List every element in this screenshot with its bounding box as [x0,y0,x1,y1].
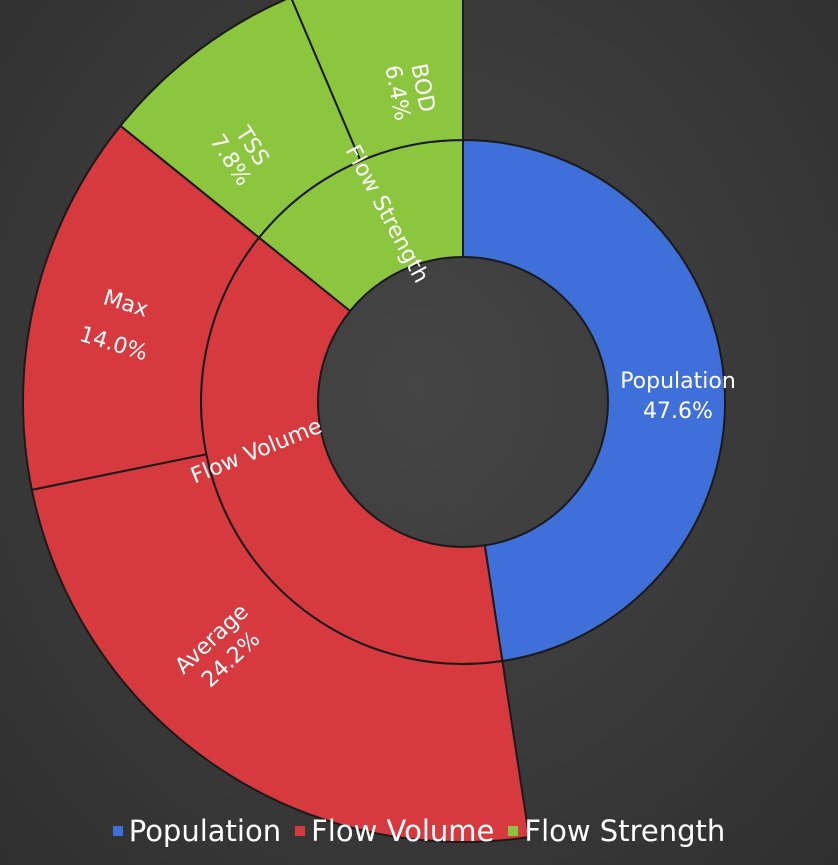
legend-item-population[interactable]: Population [112,814,282,848]
legend-item-flow-volume[interactable]: Flow Volume [295,814,494,848]
legend-label-flow-volume: Flow Volume [311,814,495,848]
inner-segment-population[interactable] [462,138,727,663]
outer-segment-tss[interactable] [119,0,362,239]
legend-item-flow-strength[interactable]: Flow Strength [508,814,725,848]
outer-segment-average[interactable] [30,453,531,843]
chart-legend: Population Flow Volume Flow Strength [0,806,838,856]
label-population-percent: 47.6% [643,399,713,424]
legend-label-population: Population [128,814,282,848]
legend-label-flow-strength: Flow Strength [524,814,726,848]
legend-swatch-flow-strength [508,826,519,836]
label-population: Population [620,369,736,394]
legend-swatch-flow-volume [295,826,306,836]
legend-swatch-population [112,826,123,836]
outer-segment-bod[interactable] [290,0,464,163]
outer-segment-max[interactable] [22,124,261,492]
chart-segments [22,0,727,843]
